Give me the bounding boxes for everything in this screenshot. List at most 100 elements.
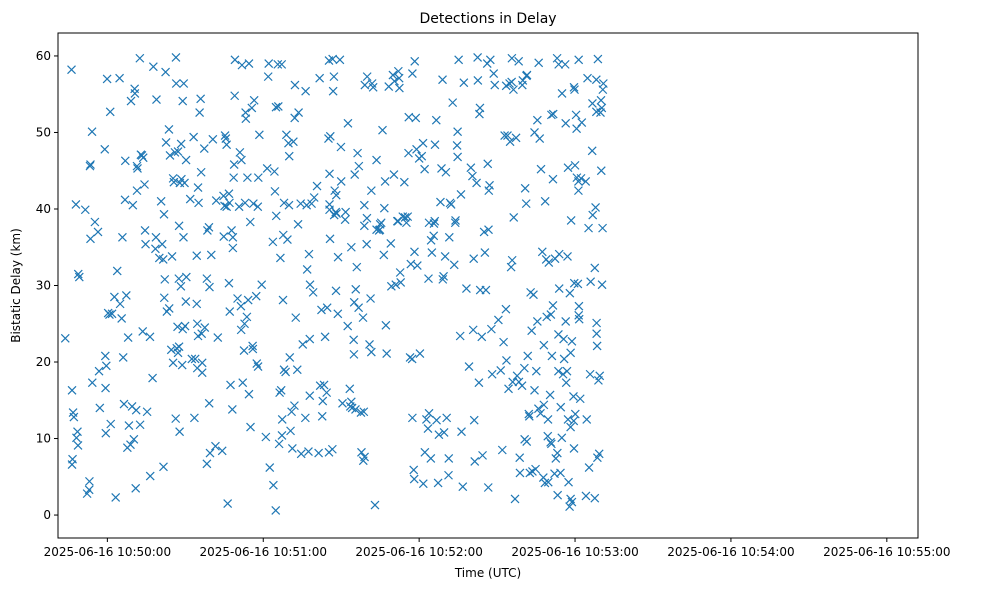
data-point bbox=[570, 160, 580, 170]
data-point bbox=[395, 268, 405, 277]
data-point bbox=[223, 499, 233, 508]
data-point bbox=[354, 161, 364, 171]
data-point bbox=[420, 164, 430, 174]
data-point bbox=[178, 96, 188, 106]
data-point bbox=[519, 363, 529, 373]
data-point bbox=[107, 309, 117, 319]
data-point bbox=[561, 317, 571, 326]
data-point bbox=[181, 155, 191, 165]
y-axis-title: Bistatic Delay (km) bbox=[9, 228, 23, 343]
data-point bbox=[190, 354, 200, 364]
data-point bbox=[294, 108, 304, 118]
x-tick-label: 2025-06-16 10:51:00 bbox=[200, 545, 327, 559]
data-point bbox=[301, 86, 311, 96]
data-point bbox=[446, 199, 456, 209]
data-point bbox=[173, 322, 182, 332]
data-point bbox=[305, 391, 315, 401]
data-point bbox=[554, 284, 564, 293]
data-point bbox=[133, 164, 142, 173]
data-point bbox=[343, 118, 353, 128]
data-point bbox=[320, 332, 330, 342]
data-point bbox=[473, 53, 483, 62]
data-point bbox=[574, 55, 584, 65]
data-point bbox=[507, 77, 517, 87]
data-point bbox=[180, 321, 190, 331]
data-point bbox=[391, 280, 401, 290]
data-point bbox=[275, 253, 285, 263]
data-point bbox=[548, 109, 558, 119]
data-point bbox=[411, 113, 421, 123]
data-point bbox=[389, 170, 399, 179]
data-point bbox=[176, 281, 186, 291]
data-point bbox=[239, 346, 249, 355]
data-point bbox=[102, 74, 112, 84]
data-point bbox=[271, 211, 281, 221]
data-point bbox=[540, 478, 550, 488]
data-point bbox=[138, 153, 148, 163]
data-point bbox=[438, 274, 448, 284]
data-point bbox=[497, 445, 507, 455]
data-point bbox=[204, 398, 214, 408]
data-point bbox=[158, 255, 168, 264]
data-point bbox=[581, 491, 591, 501]
data-point bbox=[561, 378, 571, 388]
data-point bbox=[483, 159, 493, 169]
data-point bbox=[560, 59, 570, 69]
data-point bbox=[211, 441, 220, 451]
data-point bbox=[196, 167, 206, 177]
data-point bbox=[514, 56, 524, 66]
data-point bbox=[129, 434, 139, 444]
data-point bbox=[141, 239, 150, 249]
data-point bbox=[71, 199, 81, 209]
data-point bbox=[548, 174, 558, 184]
data-point bbox=[386, 238, 396, 248]
data-point bbox=[185, 194, 195, 204]
data-point bbox=[319, 380, 329, 390]
data-point bbox=[312, 181, 322, 191]
data-point bbox=[156, 196, 166, 206]
data-point bbox=[246, 422, 255, 432]
data-point bbox=[407, 354, 417, 364]
data-point bbox=[410, 247, 419, 257]
data-point bbox=[309, 193, 319, 202]
data-point bbox=[368, 82, 378, 92]
data-point bbox=[338, 398, 347, 408]
data-point bbox=[314, 448, 324, 458]
data-point bbox=[485, 180, 494, 190]
data-point bbox=[230, 91, 240, 101]
data-point bbox=[130, 89, 140, 98]
data-point bbox=[87, 127, 97, 137]
data-point bbox=[69, 412, 79, 422]
data-point bbox=[565, 288, 575, 298]
data-point bbox=[248, 341, 258, 351]
data-point bbox=[450, 218, 460, 228]
data-point bbox=[539, 340, 549, 350]
data-point bbox=[333, 252, 343, 262]
data-point bbox=[493, 315, 503, 325]
data-point bbox=[73, 440, 83, 450]
data-point bbox=[485, 55, 495, 65]
data-point bbox=[176, 139, 186, 149]
data-point bbox=[174, 221, 184, 231]
data-point bbox=[85, 161, 95, 171]
data-point bbox=[179, 79, 189, 88]
data-point bbox=[441, 167, 451, 177]
data-point bbox=[453, 152, 463, 162]
data-point bbox=[562, 366, 572, 376]
data-point bbox=[590, 263, 600, 273]
data-point bbox=[592, 341, 602, 351]
data-point bbox=[284, 138, 293, 148]
data-point bbox=[325, 169, 334, 179]
data-point bbox=[575, 394, 585, 404]
data-point bbox=[518, 76, 528, 85]
data-point bbox=[117, 313, 127, 323]
data-point bbox=[382, 349, 392, 359]
data-point bbox=[576, 173, 586, 183]
data-point bbox=[588, 210, 598, 220]
data-point bbox=[449, 260, 459, 270]
data-point bbox=[112, 266, 122, 276]
data-point bbox=[496, 366, 506, 375]
data-point bbox=[74, 272, 84, 282]
data-point bbox=[145, 332, 155, 342]
x-tick-label: 2025-06-16 10:52:00 bbox=[355, 545, 482, 559]
